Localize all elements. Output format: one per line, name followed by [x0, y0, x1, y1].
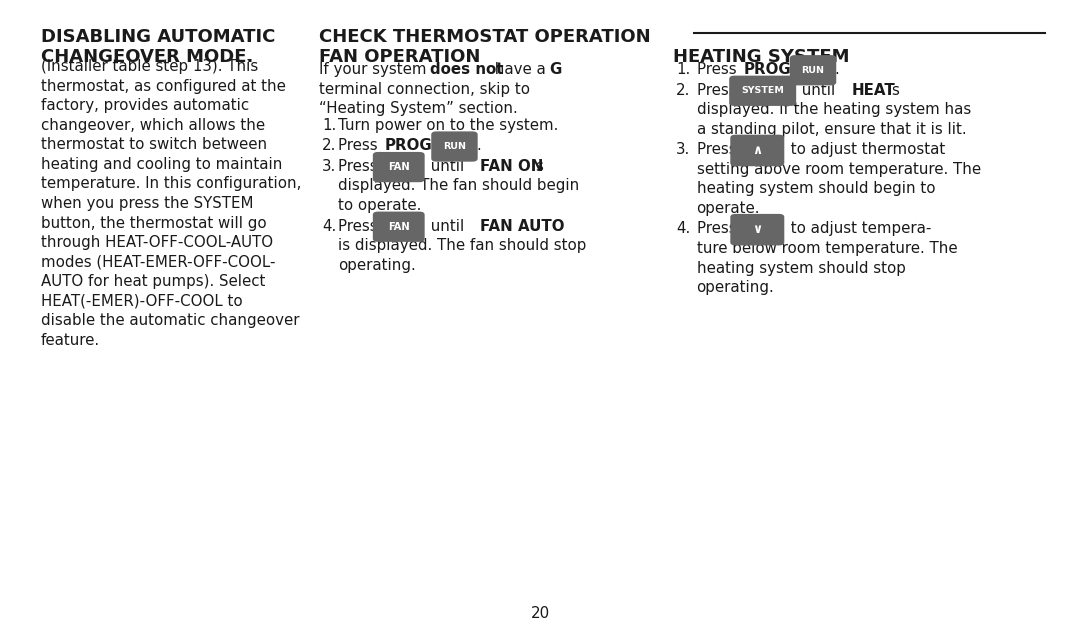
- Text: AUTO for heat pumps). Select: AUTO for heat pumps). Select: [41, 274, 266, 289]
- Text: Press: Press: [697, 221, 741, 237]
- Text: CHECK THERMOSTAT OPERATION: CHECK THERMOSTAT OPERATION: [319, 28, 650, 47]
- Text: 4.: 4.: [322, 218, 336, 233]
- Text: PROGRAM: PROGRAM: [384, 138, 471, 153]
- Text: HEAT: HEAT: [852, 83, 895, 98]
- Text: Press: Press: [697, 83, 741, 98]
- Text: ∧: ∧: [753, 144, 762, 157]
- Text: to operate.: to operate.: [338, 198, 421, 213]
- Text: until: until: [426, 218, 469, 233]
- Text: operating.: operating.: [338, 257, 416, 273]
- Text: ture below room temperature. The: ture below room temperature. The: [697, 241, 957, 256]
- FancyBboxPatch shape: [730, 214, 784, 245]
- Text: FAN AUTO: FAN AUTO: [481, 218, 565, 233]
- Text: terminal connection, skip to: terminal connection, skip to: [319, 81, 529, 97]
- Text: .: .: [835, 62, 839, 77]
- Text: FAN OPERATION: FAN OPERATION: [319, 49, 480, 66]
- Text: (Installer table step 13). This: (Installer table step 13). This: [41, 59, 258, 74]
- Text: have a: have a: [490, 62, 551, 77]
- Text: modes (HEAT-EMER-OFF-COOL-: modes (HEAT-EMER-OFF-COOL-: [41, 255, 275, 269]
- FancyBboxPatch shape: [730, 134, 784, 166]
- Text: DISABLING AUTOMATIC: DISABLING AUTOMATIC: [41, 28, 275, 47]
- Text: when you press the SYSTEM: when you press the SYSTEM: [41, 196, 254, 211]
- Text: Press: Press: [697, 142, 741, 157]
- Text: ∨: ∨: [753, 223, 762, 236]
- Text: HEATING SYSTEM: HEATING SYSTEM: [673, 49, 849, 66]
- FancyBboxPatch shape: [729, 76, 796, 106]
- Text: thermostat to switch between: thermostat to switch between: [41, 138, 267, 152]
- Text: displayed. The fan should begin: displayed. The fan should begin: [338, 179, 579, 194]
- Text: 1.: 1.: [676, 62, 690, 77]
- FancyBboxPatch shape: [431, 131, 477, 162]
- Text: PROGRAM: PROGRAM: [743, 62, 829, 77]
- Text: 3.: 3.: [676, 142, 690, 157]
- Text: .: .: [476, 138, 481, 153]
- Text: disable the automatic changeover: disable the automatic changeover: [41, 314, 299, 328]
- Text: displayed. If the heating system has: displayed. If the heating system has: [697, 102, 971, 117]
- Text: 2.: 2.: [676, 83, 690, 98]
- Text: setting above room temperature. The: setting above room temperature. The: [697, 162, 981, 177]
- Text: to adjust thermostat: to adjust thermostat: [786, 142, 946, 157]
- Text: thermostat, as configured at the: thermostat, as configured at the: [41, 79, 286, 93]
- Text: until: until: [797, 83, 840, 98]
- Text: changeover, which allows the: changeover, which allows the: [41, 118, 266, 133]
- Text: operate.: operate.: [697, 201, 760, 216]
- Text: 3.: 3.: [322, 159, 336, 174]
- Text: Press: Press: [338, 138, 382, 153]
- Text: FAN: FAN: [388, 221, 409, 232]
- Text: 2.: 2.: [322, 138, 336, 153]
- Text: does not: does not: [430, 62, 504, 77]
- Text: button, the thermostat will go: button, the thermostat will go: [41, 216, 267, 230]
- Text: until: until: [426, 159, 469, 174]
- FancyBboxPatch shape: [373, 211, 424, 242]
- Text: SYSTEM: SYSTEM: [741, 86, 784, 95]
- Text: Press: Press: [338, 218, 382, 233]
- Text: Turn power on to the system.: Turn power on to the system.: [338, 118, 558, 133]
- Text: 4.: 4.: [676, 221, 690, 237]
- Text: heating system should begin to: heating system should begin to: [697, 181, 935, 196]
- Text: FAN ON: FAN ON: [481, 159, 543, 174]
- Text: is: is: [527, 159, 543, 174]
- Text: is: is: [882, 83, 900, 98]
- Text: factory, provides automatic: factory, provides automatic: [41, 98, 249, 113]
- Text: to adjust tempera-: to adjust tempera-: [786, 221, 932, 237]
- Text: RUN: RUN: [801, 66, 824, 74]
- FancyBboxPatch shape: [373, 152, 424, 182]
- Text: 1.: 1.: [322, 118, 336, 133]
- Text: is displayed. The fan should stop: is displayed. The fan should stop: [338, 238, 586, 253]
- Text: FAN: FAN: [388, 162, 409, 172]
- Text: HEAT(-EMER)-OFF-COOL to: HEAT(-EMER)-OFF-COOL to: [41, 294, 243, 309]
- Text: heating system should stop: heating system should stop: [697, 261, 905, 276]
- Text: G: G: [550, 62, 562, 77]
- Text: 20: 20: [530, 606, 550, 621]
- Text: operating.: operating.: [697, 280, 774, 295]
- Text: Press: Press: [338, 159, 382, 174]
- Text: a standing pilot, ensure that it is lit.: a standing pilot, ensure that it is lit.: [697, 122, 967, 137]
- Text: RUN: RUN: [443, 142, 465, 151]
- FancyBboxPatch shape: [789, 55, 836, 85]
- Text: If your system: If your system: [319, 62, 431, 77]
- Text: feature.: feature.: [41, 333, 100, 348]
- Text: through HEAT-OFF-COOL-AUTO: through HEAT-OFF-COOL-AUTO: [41, 235, 273, 250]
- Text: temperature. In this configuration,: temperature. In this configuration,: [41, 177, 301, 191]
- Text: CHANGEOVER MODE.: CHANGEOVER MODE.: [41, 49, 254, 66]
- Text: “Heating System” section.: “Heating System” section.: [319, 101, 517, 116]
- Text: heating and cooling to maintain: heating and cooling to maintain: [41, 157, 282, 172]
- Text: Press: Press: [697, 62, 741, 77]
